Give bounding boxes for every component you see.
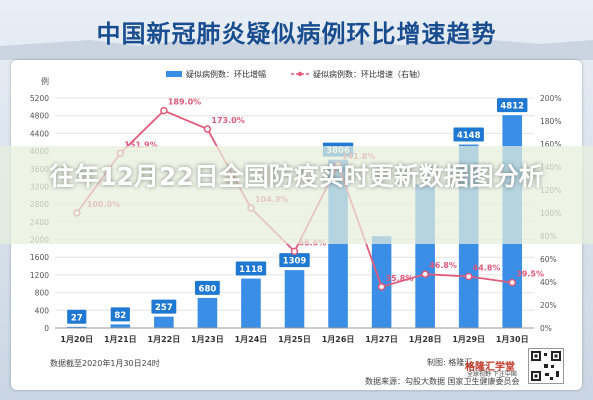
x-tick-label: 1月20日 — [60, 335, 93, 344]
line-point — [464, 272, 473, 281]
line-point — [160, 106, 168, 115]
y2-tick-label: 180% — [540, 117, 561, 126]
y2-tick-label: 40% — [540, 278, 557, 287]
x-tick-label: 1月22日 — [148, 335, 181, 344]
line-label: 189.0% — [168, 98, 201, 107]
line-point — [290, 247, 299, 256]
bar-label-box — [279, 253, 310, 268]
bar — [197, 297, 218, 328]
bar-label: 257 — [155, 303, 173, 313]
page-title: 中国新冠肺炎疑似病例环比增速趋势 — [96, 20, 497, 48]
brand-slogan: 全球视野 下注中国 — [467, 371, 517, 378]
line-label: 35.8% — [386, 274, 414, 283]
bar — [154, 316, 174, 328]
y2-tick-label: 200% — [540, 94, 561, 103]
bar — [241, 278, 261, 328]
overlay-band — [0, 146, 593, 244]
bar — [66, 326, 87, 328]
y-tick-label: 0 — [44, 324, 49, 333]
x-tick-label: 1月27日 — [365, 335, 398, 344]
bar-label: 4148 — [457, 131, 481, 141]
legend-line-marker — [297, 71, 303, 77]
line-label: 44.8% — [473, 263, 501, 272]
bar-label: 1118 — [239, 265, 263, 275]
x-tick-label: 1月23日 — [191, 335, 224, 344]
data-date-note: 数据截至2020年1月30日24时 — [50, 359, 160, 368]
line-point — [508, 278, 516, 287]
y-tick-label: 4800 — [30, 112, 49, 121]
y2-tick-label: 160% — [540, 140, 561, 149]
bar-label-box — [67, 309, 87, 324]
y-tick-label: 1600 — [30, 253, 49, 262]
y-axis-label: 例 — [41, 76, 49, 86]
bar — [284, 270, 305, 328]
legend-line-label: 疑似病例数：环比增速（右轴） — [313, 69, 425, 79]
x-tick-label: 1月24日 — [235, 335, 268, 344]
bar-label: 680 — [199, 284, 217, 294]
line-label: 39.5% — [516, 270, 544, 279]
credit: 制图: 格隆汇 — [427, 358, 473, 367]
x-tick-label: 1月30日 — [496, 335, 529, 344]
line-label: 173.0% — [211, 116, 244, 125]
line-point — [203, 125, 212, 133]
brand-name: 格隆汇学堂 — [465, 362, 515, 373]
bar-label: 82 — [114, 311, 126, 321]
bar-label-box — [235, 261, 267, 276]
bar-label-box — [195, 280, 220, 295]
line-point — [377, 283, 386, 291]
bar-label-box — [453, 127, 484, 142]
y2-tick-label: 0% — [540, 324, 552, 333]
x-tick-label: 1月21日 — [104, 335, 137, 344]
line-label: 46.8% — [429, 261, 457, 270]
line-label: 151.9% — [124, 140, 157, 149]
bar-label: 1309 — [283, 257, 307, 267]
x-tick-label: 1月29日 — [452, 335, 485, 344]
y2-tick-label: 60% — [540, 255, 557, 264]
bar — [371, 236, 392, 328]
brand-logo: 格隆汇学堂 — [441, 355, 519, 373]
bar-label-box — [497, 98, 528, 113]
y2-tick-label: 20% — [540, 301, 557, 310]
y-tick-label: 1200 — [30, 271, 49, 280]
x-tick-label: 1月28日 — [409, 335, 442, 344]
bar-label: 27 — [71, 313, 83, 323]
bar-label-box — [110, 307, 130, 322]
bar-label: 4812 — [500, 102, 524, 112]
y-tick-label: 5200 — [30, 94, 49, 103]
overlay-caption: 往年12月22日全国防疫实时更新数据图分析 — [49, 162, 544, 191]
y-tick-label: 400 — [35, 306, 50, 315]
x-tick-label: 1月25日 — [278, 335, 311, 344]
qr-code — [528, 348, 564, 384]
line-point — [421, 270, 429, 278]
data-source: 数据来源：勾股大数据 国家卫生健康委员会 — [365, 377, 520, 386]
x-tick-label: 1月26日 — [322, 335, 355, 344]
y-tick-label: 4400 — [30, 129, 49, 138]
bar-label-box — [151, 299, 177, 314]
legend-bar-swatch — [166, 71, 182, 77]
y-tick-label: 800 — [35, 289, 50, 298]
legend-bar-label: 疑似病例数：环比增幅 — [186, 69, 266, 79]
bar — [110, 324, 131, 328]
